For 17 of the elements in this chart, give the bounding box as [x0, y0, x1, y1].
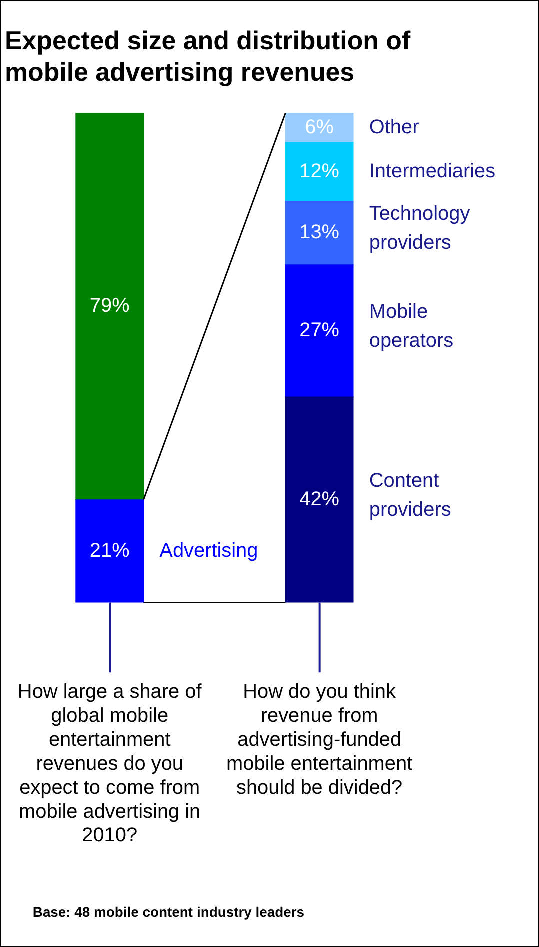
x-tick-label: How do you think revenue from advertising-funded mobile entertainment should be divided? — [226, 681, 414, 799]
data-label: 12% — [300, 160, 340, 182]
data-label: 6% — [305, 116, 334, 138]
data-label: 79% — [90, 295, 130, 318]
series-label: Content providers — [369, 470, 452, 521]
data-label: 42% — [300, 488, 340, 510]
series-label: Mobile operators — [369, 301, 454, 352]
chart-title: Expected size and distribution of mobile advertising revenues — [4, 28, 411, 87]
series-label: Technology providers — [369, 203, 470, 254]
series-label: Advertising — [160, 540, 258, 562]
series-label: Intermediaries — [369, 160, 496, 182]
x-tick-label: How large a share of global mobile entertainment revenues do you expect to come from mobile advertising in 2010? — [18, 681, 202, 847]
data-label: 21% — [90, 540, 130, 562]
data-label: 27% — [300, 320, 340, 342]
text: Base: 48 mobile content industry leaders — [32, 904, 305, 920]
data-label: 13% — [300, 222, 340, 244]
series-label: Other — [369, 116, 420, 138]
